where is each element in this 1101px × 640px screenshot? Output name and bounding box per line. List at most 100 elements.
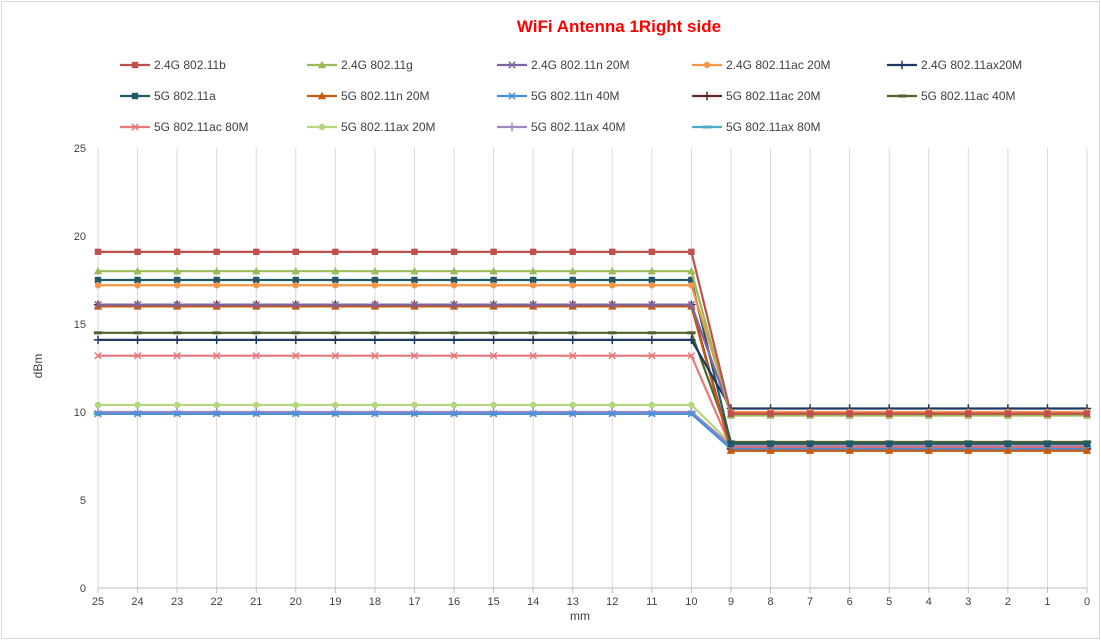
legend-item: 5G 802.11ac 40M bbox=[887, 89, 1016, 103]
legend-item: 5G 802.11ax 40M bbox=[497, 120, 626, 134]
data-point bbox=[687, 331, 696, 335]
x-tick-label: 6 bbox=[847, 596, 853, 608]
series-5g-802-11ac-40m bbox=[93, 331, 1092, 444]
data-point bbox=[173, 276, 181, 284]
data-point bbox=[687, 410, 696, 418]
data-point bbox=[331, 351, 340, 360]
data-point bbox=[212, 267, 221, 275]
legend-label: 5G 802.11n 40M bbox=[531, 89, 620, 103]
data-point bbox=[134, 276, 141, 284]
data-point bbox=[529, 410, 537, 418]
data-point bbox=[411, 248, 418, 256]
data-point bbox=[94, 401, 102, 409]
data-point bbox=[133, 335, 142, 345]
data-point bbox=[252, 410, 260, 418]
data-point bbox=[94, 300, 102, 309]
x-tick-label: 9 bbox=[728, 596, 734, 608]
x-tick-label: 8 bbox=[767, 596, 773, 608]
data-point bbox=[845, 446, 854, 454]
data-point bbox=[727, 410, 735, 417]
series-line bbox=[98, 412, 1087, 451]
data-point bbox=[609, 282, 616, 289]
data-point bbox=[332, 248, 339, 256]
data-point bbox=[450, 300, 458, 309]
data-point bbox=[489, 335, 498, 345]
data-point bbox=[846, 440, 853, 447]
data-point bbox=[292, 401, 299, 409]
data-point bbox=[331, 335, 340, 345]
x-tick-label: 12 bbox=[606, 596, 618, 608]
data-point bbox=[529, 276, 537, 284]
x-tick-label: 25 bbox=[92, 596, 104, 608]
data-point bbox=[529, 282, 537, 289]
data-point bbox=[450, 401, 458, 409]
y-tick-label: 15 bbox=[74, 319, 86, 331]
x-axis-label: mm bbox=[570, 609, 590, 623]
data-point bbox=[332, 276, 339, 284]
data-point bbox=[688, 248, 695, 256]
legend-item: 2.4G 802.11g bbox=[307, 58, 413, 72]
data-point bbox=[173, 410, 181, 418]
data-point bbox=[93, 331, 103, 335]
data-point bbox=[965, 440, 972, 447]
legend-label: 5G 802.11ax 80M bbox=[726, 120, 821, 134]
data-point bbox=[133, 410, 142, 418]
data-point bbox=[94, 410, 102, 418]
data-point bbox=[806, 410, 814, 417]
data-point bbox=[172, 331, 182, 335]
series-layer bbox=[93, 248, 1092, 454]
legend-label: 5G 802.11a bbox=[154, 89, 216, 103]
x-tick-label: 22 bbox=[211, 596, 223, 608]
series-2-4g-802-11n-20m bbox=[94, 300, 1091, 418]
data-point bbox=[528, 267, 538, 275]
data-point bbox=[331, 410, 340, 418]
data-point bbox=[292, 276, 299, 284]
x-tick-label: 0 bbox=[1084, 596, 1090, 608]
legend-item: 5G 802.11n 20M bbox=[307, 89, 430, 103]
x-tick-label: 16 bbox=[448, 596, 460, 608]
data-point bbox=[648, 410, 656, 418]
data-point bbox=[688, 276, 695, 284]
data-point bbox=[766, 446, 775, 454]
series-line bbox=[98, 270, 1087, 417]
data-point bbox=[450, 248, 458, 256]
data-point bbox=[489, 410, 498, 418]
data-point bbox=[292, 282, 299, 289]
data-point bbox=[134, 248, 141, 256]
series-line bbox=[98, 284, 1087, 414]
x-tick-label: 19 bbox=[329, 596, 341, 608]
x-tick-label: 14 bbox=[527, 596, 539, 608]
data-point bbox=[371, 282, 379, 289]
legend-label: 5G 802.11ax 40M bbox=[531, 120, 626, 134]
series-5g-802-11ac-80m bbox=[94, 351, 1091, 451]
data-point bbox=[172, 267, 182, 275]
data-point bbox=[94, 248, 102, 256]
data-point bbox=[212, 300, 221, 309]
data-point bbox=[331, 300, 340, 309]
data-point bbox=[173, 351, 181, 360]
data-point bbox=[173, 282, 181, 289]
y-tick-label: 10 bbox=[74, 407, 86, 419]
data-point bbox=[648, 282, 656, 289]
x-tick-label: 3 bbox=[965, 596, 971, 608]
x-tick-label: 7 bbox=[807, 596, 813, 608]
legend-marker bbox=[131, 92, 139, 100]
data-point bbox=[569, 248, 576, 256]
data-point bbox=[648, 351, 656, 360]
series-line bbox=[98, 410, 1087, 447]
x-tick-label: 4 bbox=[926, 596, 932, 608]
data-point bbox=[93, 335, 103, 345]
data-point bbox=[133, 267, 142, 275]
data-point bbox=[964, 446, 973, 454]
data-point bbox=[449, 331, 459, 335]
series-line bbox=[98, 250, 1087, 415]
legend-item: 2.4G 802.11ac 20M bbox=[692, 58, 831, 72]
data-point bbox=[252, 331, 261, 335]
data-point bbox=[609, 276, 616, 284]
data-point bbox=[213, 401, 220, 409]
data-point bbox=[569, 282, 576, 289]
data-point bbox=[647, 267, 657, 275]
data-point bbox=[450, 410, 458, 418]
data-point bbox=[252, 300, 260, 309]
data-point bbox=[133, 300, 142, 309]
